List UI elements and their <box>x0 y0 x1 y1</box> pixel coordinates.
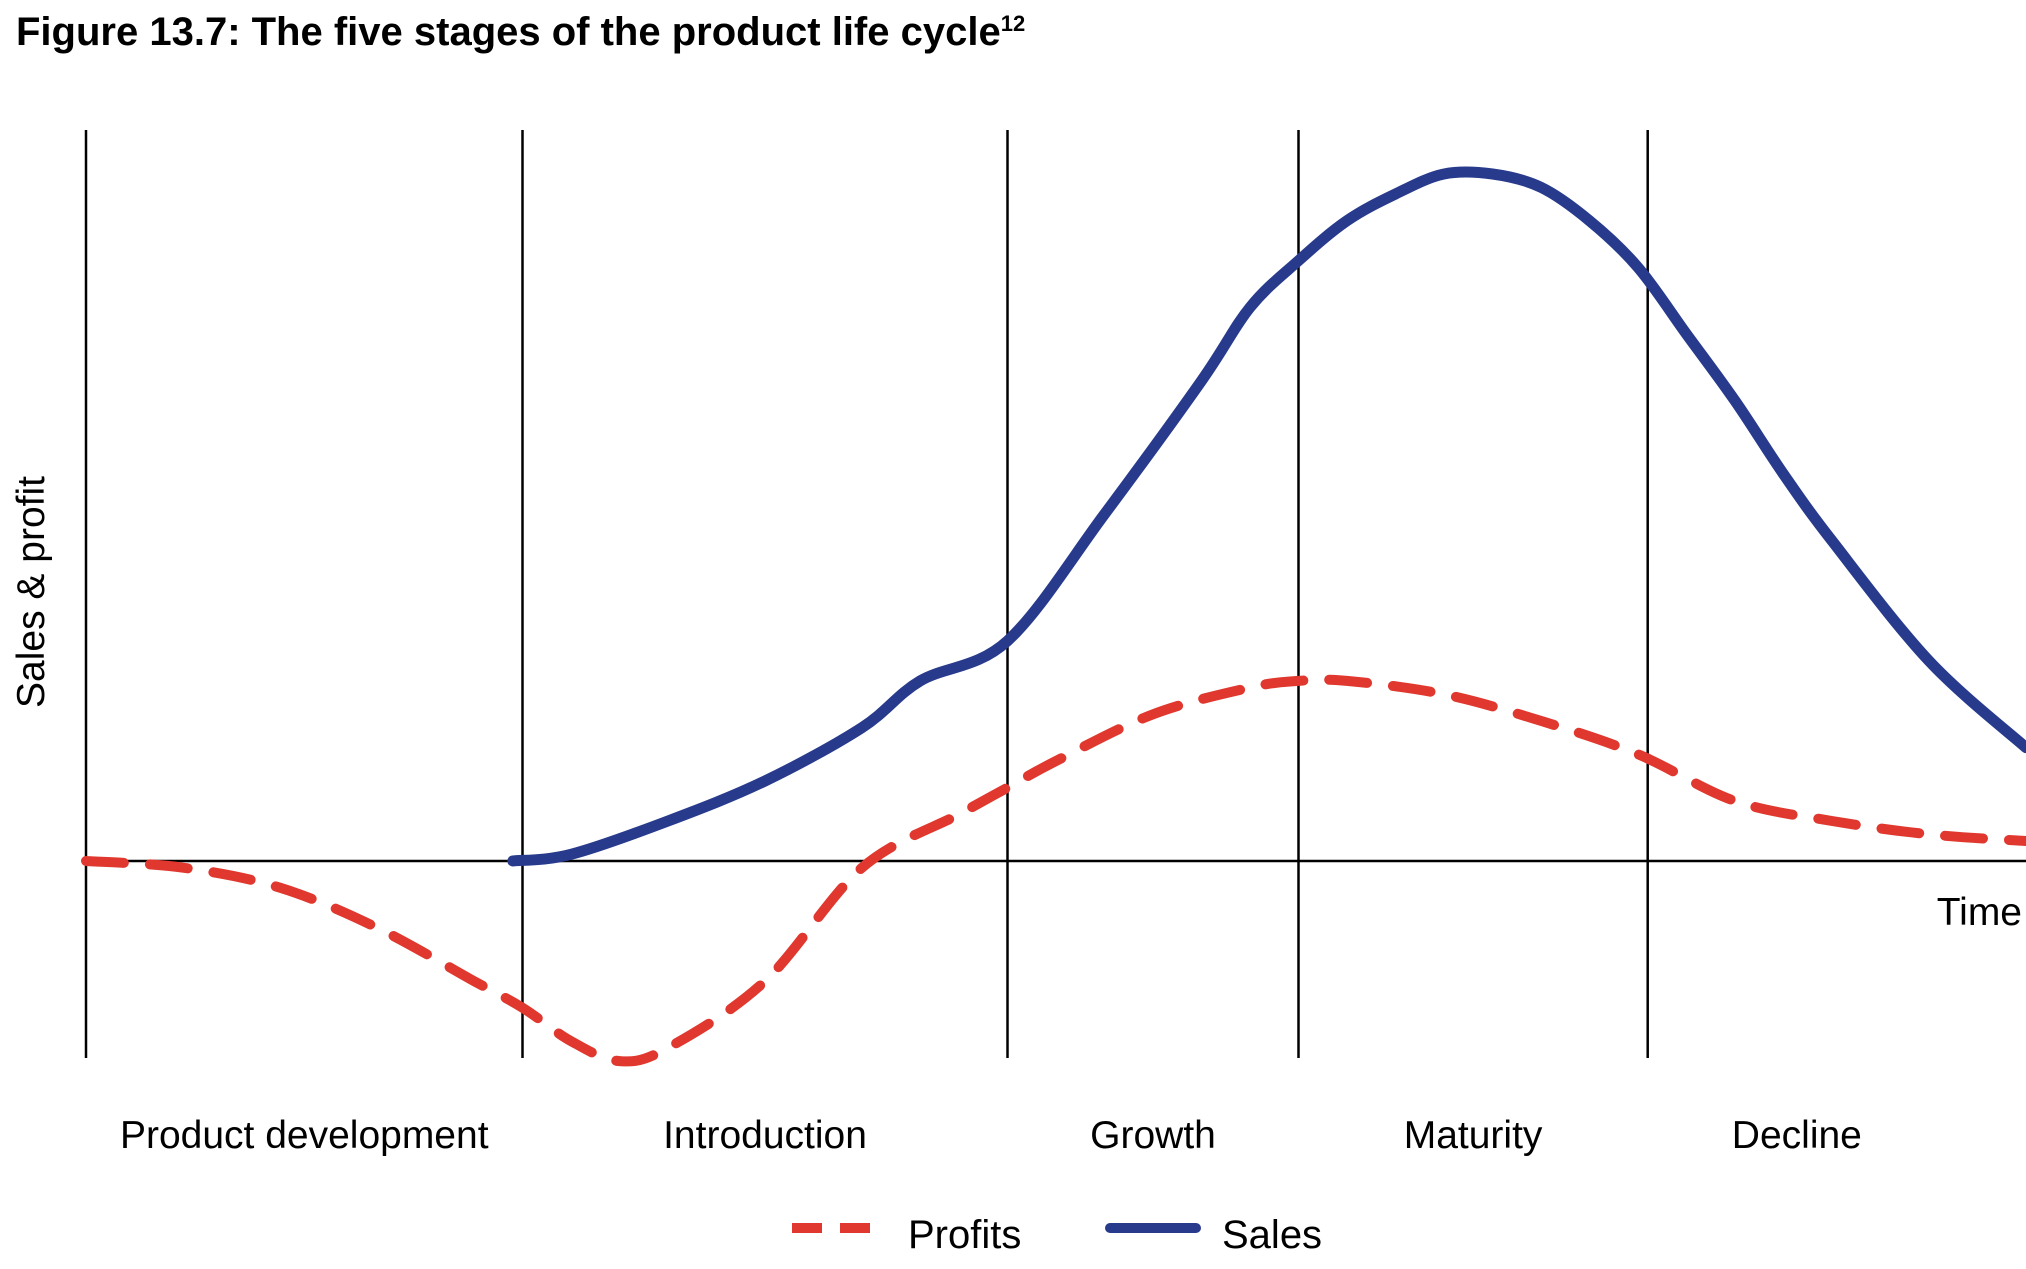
stage-label-introduction: Introduction <box>663 1114 867 1157</box>
series-line-profits <box>81 674 2026 1067</box>
stage-label-decline: Decline <box>1732 1114 1862 1157</box>
stage-label-product-development: Product development <box>120 1114 489 1157</box>
x-axis-label: Time <box>1937 891 2022 934</box>
stage-labels: Product development Introduction Growth Mat… <box>120 1114 1862 1157</box>
stage-label-growth: Growth <box>1090 1114 1216 1157</box>
series-layer <box>81 166 2026 1067</box>
legend-label-sales: Sales <box>1222 1213 1322 1257</box>
stage-label-maturity: Maturity <box>1404 1114 1543 1157</box>
y-axis-label: Sales & profit <box>10 476 53 708</box>
chart-title-main: Figure 13.7: The five stages of the prod… <box>16 10 1001 54</box>
series-line-sales <box>507 166 2026 867</box>
chart-title: Figure 13.7: The five stages of the prod… <box>16 10 1025 54</box>
chart-title-superscript: 12 <box>1001 11 1025 36</box>
legend-label-profits: Profits <box>908 1213 1021 1257</box>
legend: Profits Sales <box>792 1213 1322 1257</box>
stage-dividers <box>84 130 1649 1058</box>
